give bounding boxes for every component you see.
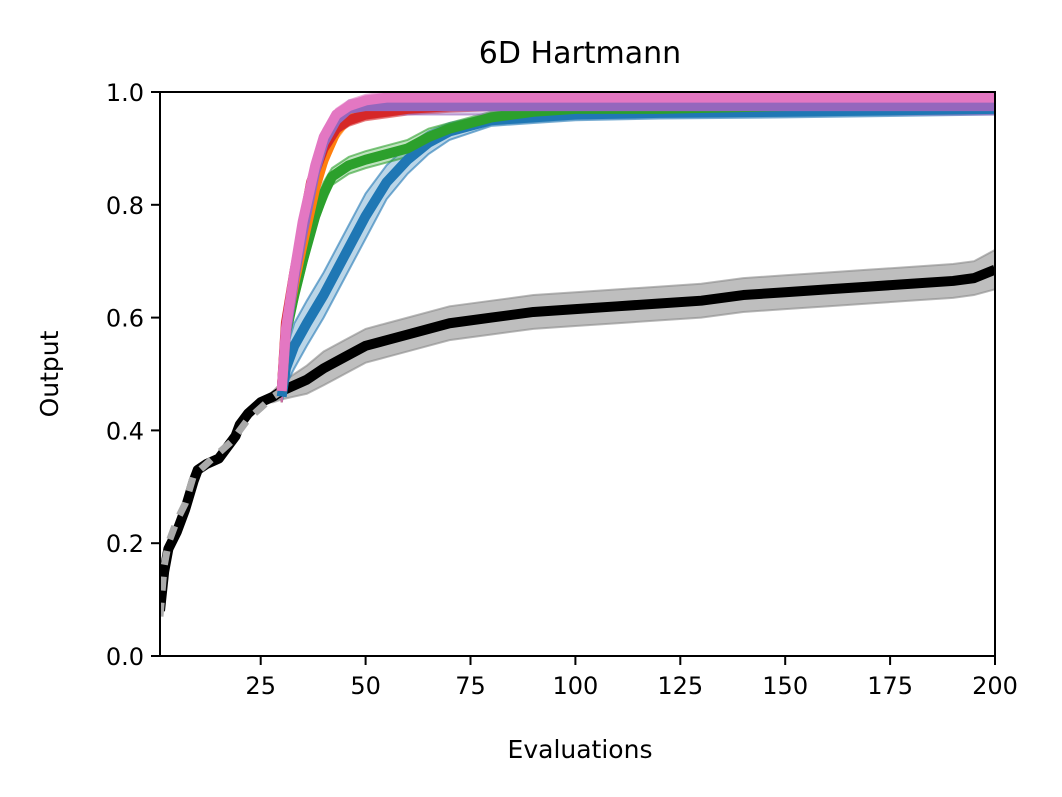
x-tick-label-5: 150 — [762, 672, 808, 700]
y-axis-label: Output — [35, 330, 64, 417]
series-0-line — [160, 265, 995, 612]
x-tick-label-1: 50 — [350, 672, 381, 700]
y-tick-label-2: 0.4 — [106, 417, 144, 445]
plot-area — [160, 91, 995, 617]
series-2-band — [280, 102, 995, 403]
x-tick-label-4: 125 — [657, 672, 703, 700]
y-tick-label-5: 1.0 — [106, 79, 144, 107]
axes-frame — [159, 91, 996, 657]
y-tick-label-3: 0.6 — [106, 305, 144, 333]
series-7-line — [276, 92, 995, 392]
series-group — [160, 91, 995, 617]
x-tick-label-2: 75 — [455, 672, 486, 700]
x-tick-label-0: 25 — [245, 672, 276, 700]
series-2-line — [276, 103, 995, 398]
x-axis-label: Evaluations — [508, 735, 653, 764]
axes: 25 50 75 100 125 150 175 200 0.0 0.2 0.4 0.6 0.8 1.0 — [106, 79, 1018, 700]
y-tick-label-0: 0.0 — [106, 643, 144, 671]
x-tick-label-7: 200 — [972, 672, 1018, 700]
y-tick-label-1: 0.2 — [106, 530, 144, 558]
y-tick-label-4: 0.8 — [106, 192, 144, 220]
x-tick-label-6: 175 — [867, 672, 913, 700]
series-1-line — [160, 388, 284, 617]
x-tick-label-3: 100 — [552, 672, 598, 700]
chart-title: 6D Hartmann — [479, 36, 681, 71]
